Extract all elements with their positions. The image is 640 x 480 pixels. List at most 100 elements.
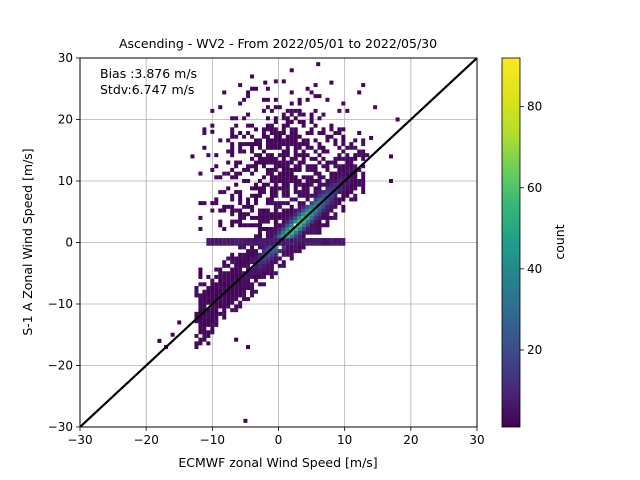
heatmap-cell (257, 190, 262, 195)
heatmap-cell (285, 201, 290, 206)
heatmap-cell (257, 219, 262, 224)
heatmap-cell (230, 241, 235, 246)
heatmap-cell (297, 223, 302, 228)
heatmap-cell (261, 127, 266, 132)
heatmap-cell (210, 319, 215, 324)
heatmap-cell (265, 245, 270, 250)
heatmap-cell (218, 286, 223, 291)
heatmap-cell (309, 167, 314, 172)
heatmap-cell (242, 238, 247, 243)
heatmap-cell (273, 175, 278, 180)
heatmap-cell (257, 215, 262, 220)
heatmap-cell (257, 260, 262, 265)
heatmap-cell (273, 215, 278, 220)
heatmap-cell (257, 142, 262, 147)
y-tick-label: 20 (58, 113, 73, 127)
heatmap-cell (218, 138, 223, 143)
heatmap-cell (246, 94, 251, 99)
heatmap-cell (261, 271, 266, 276)
heatmap-cell (206, 308, 211, 313)
heatmap-cell (305, 167, 310, 172)
heatmap-cell (293, 219, 298, 224)
heatmap-cell (337, 145, 342, 150)
heatmap-cell (281, 142, 286, 147)
heatmap-cell (210, 167, 215, 172)
x-tick-label: −30 (67, 433, 92, 447)
heatmap-cell (234, 256, 239, 261)
heatmap-cell (281, 171, 286, 176)
heatmap-cell (265, 212, 270, 217)
heatmap-cell (238, 149, 243, 154)
heatmap-cell (226, 160, 231, 165)
heatmap-cell (305, 164, 310, 169)
heatmap-cell (250, 293, 255, 298)
heatmap-cell (238, 256, 243, 261)
heatmap-cell (357, 149, 362, 154)
heatmap-cell (261, 97, 266, 102)
heatmap-cell (198, 315, 203, 320)
heatmap-cell (353, 197, 358, 202)
y-axis-label: S-1 A Zonal Wind Speed [m/s] (20, 148, 35, 335)
heatmap-cell (257, 193, 262, 198)
heatmap-cell (198, 171, 203, 176)
heatmap-cell (273, 186, 278, 191)
heatmap-cell (273, 223, 278, 228)
heatmap-cell (246, 179, 251, 183)
heatmap-cell (309, 119, 314, 124)
heatmap-cell (226, 289, 231, 294)
heatmap-cell (238, 193, 243, 198)
heatmap-cell (317, 223, 322, 228)
heatmap-cell (285, 249, 290, 254)
heatmap-cell (293, 116, 298, 121)
heatmap-cell (230, 300, 235, 305)
heatmap-cell (242, 215, 247, 220)
heatmap-cell (357, 167, 362, 172)
heatmap-cell (337, 108, 342, 113)
heatmap-cell (357, 182, 362, 187)
heatmap-cell (297, 108, 302, 113)
heatmap-cell (357, 179, 362, 183)
heatmap-cell (234, 308, 239, 313)
heatmap-cell (309, 241, 314, 246)
heatmap-cell (297, 160, 302, 165)
heatmap-cell (234, 116, 239, 121)
heatmap-cell (325, 201, 330, 206)
heatmap-cell (313, 241, 318, 246)
heatmap-cell (361, 83, 366, 88)
heatmap-cell (273, 208, 278, 213)
heatmap-cell (293, 131, 298, 136)
heatmap-cell (329, 238, 334, 243)
heatmap-cell (250, 215, 255, 220)
heatmap-cell (297, 179, 302, 183)
heatmap-cell (309, 179, 314, 183)
heatmap-cell (238, 260, 243, 265)
heatmap-cell (313, 149, 318, 154)
heatmap-cell (285, 167, 290, 172)
heatmap-cell (273, 238, 278, 243)
heatmap-cell (313, 201, 318, 206)
colorbar-label: count (552, 224, 567, 259)
heatmap-cell (226, 241, 231, 246)
heatmap-cell (250, 241, 255, 246)
heatmap-cell (349, 142, 354, 147)
y-tick-label: −10 (48, 297, 73, 311)
heatmap-cell (329, 179, 334, 183)
heatmap-cell (321, 223, 326, 228)
heatmap-cell (261, 160, 266, 165)
heatmap-cell (277, 263, 282, 268)
heatmap-cell (226, 271, 231, 276)
heatmap-cell (214, 267, 219, 272)
heatmap-cell (202, 311, 207, 316)
heatmap-cell (341, 204, 346, 209)
heatmap-cell (202, 304, 207, 309)
heatmap-cell (329, 160, 334, 165)
heatmap-cell (325, 182, 330, 187)
heatmap-cell (250, 74, 255, 79)
heatmap-cell (198, 297, 203, 302)
y-tick-label: 30 (58, 51, 73, 65)
heatmap-cell (395, 117, 400, 122)
heatmap-cell (305, 186, 310, 191)
heatmap-cell (210, 241, 215, 246)
heatmap-cell (238, 208, 243, 213)
heatmap-cell (341, 186, 346, 191)
